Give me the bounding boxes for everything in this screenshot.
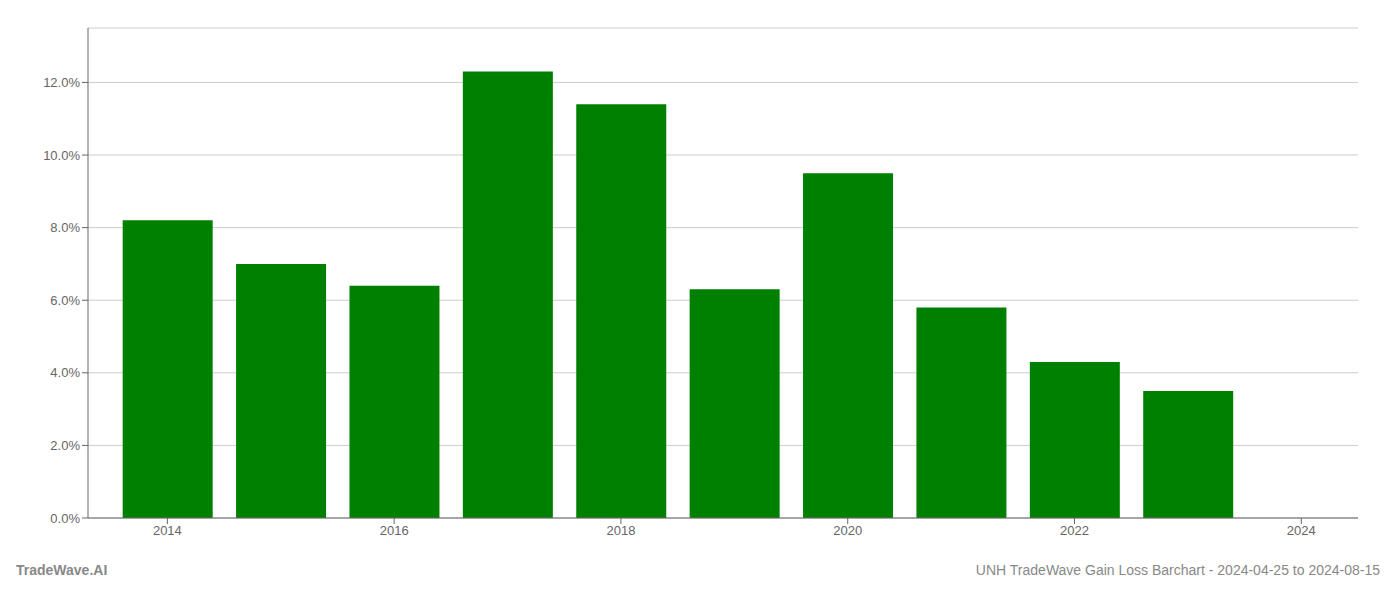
svg-text:2016: 2016 xyxy=(380,523,409,538)
svg-text:0.0%: 0.0% xyxy=(50,511,80,526)
svg-text:12.0%: 12.0% xyxy=(43,75,80,90)
svg-text:2022: 2022 xyxy=(1060,523,1089,538)
svg-text:10.0%: 10.0% xyxy=(43,148,80,163)
html-text:UNH TradeWave Gain Loss Barcha: UNH TradeWave Gain Loss Barchart - 2024-… xyxy=(975,562,1380,578)
svg-text:2014: 2014 xyxy=(153,523,182,538)
svg-text:8.0%: 8.0% xyxy=(50,220,80,235)
svg-text:4.0%: 4.0% xyxy=(50,365,80,380)
svg-text:2020: 2020 xyxy=(833,523,862,538)
svg-text:6.0%: 6.0% xyxy=(50,293,80,308)
html-text:TradeWave.AI: TradeWave.AI xyxy=(16,562,108,578)
svg-text:2024: 2024 xyxy=(1287,523,1316,538)
svg-text:2018: 2018 xyxy=(606,523,635,538)
svg-text:2.0%: 2.0% xyxy=(50,438,80,453)
